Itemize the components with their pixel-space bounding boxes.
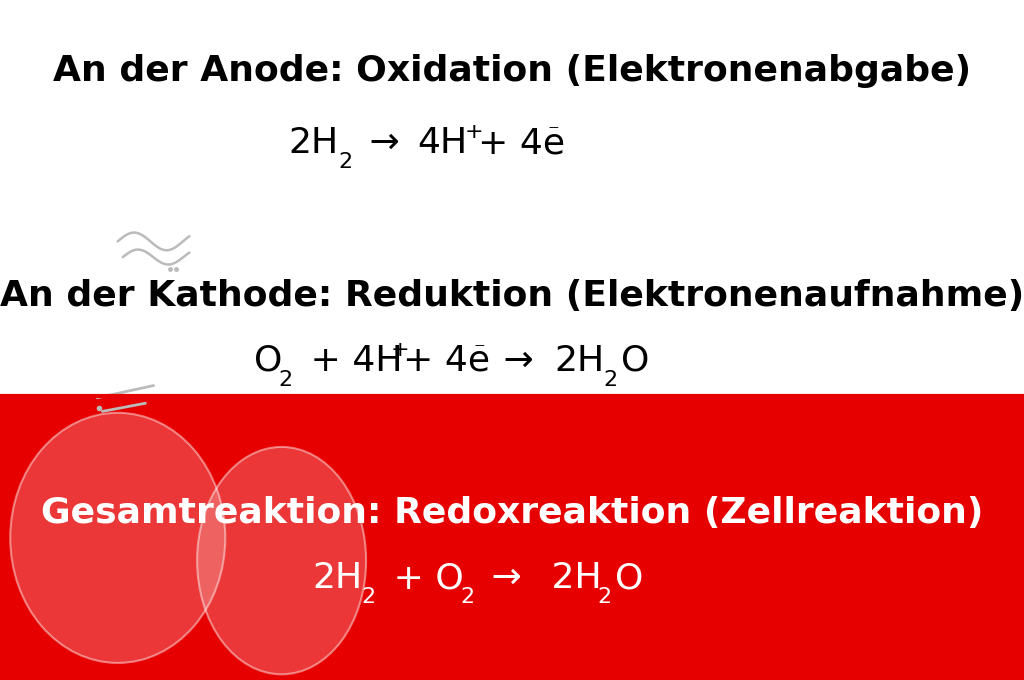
Text: 2H: 2H [540,561,601,595]
Text: 2: 2 [603,369,617,390]
Bar [0,396,1024,680]
Text: + O: + O [382,561,464,595]
Text: + 4e: + 4e [478,126,565,160]
Text: ⁻: ⁻ [473,339,484,360]
Text: An der Kathode: Reduktion (Elektronenaufnahme): An der Kathode: Reduktion (Elektronenauf… [0,279,1024,313]
Text: 2: 2 [338,152,352,172]
Text: →: → [492,343,534,377]
Text: 2H: 2H [312,561,362,595]
Text: +: + [390,339,409,360]
Text: →: → [358,126,400,160]
Text: + 4H: + 4H [299,343,402,377]
Text: 2: 2 [461,587,475,607]
Text: +: + [465,122,483,142]
Text: Gesamtreaktion: Redoxreaktion (Zellreaktion): Gesamtreaktion: Redoxreaktion (Zellreakt… [41,496,983,530]
Text: An der Anode: Oxidation (Elektronenabgabe): An der Anode: Oxidation (Elektronenabgab… [53,54,971,88]
Text: 2: 2 [597,587,611,607]
Text: 2H: 2H [554,343,604,377]
Text: 2H: 2H [289,126,339,160]
Text: O: O [254,343,283,377]
Text: →: → [480,561,522,595]
Text: 2: 2 [361,587,376,607]
Ellipse shape [10,413,225,663]
Text: O: O [615,561,644,595]
Text: 4H: 4H [417,126,467,160]
Text: O: O [621,343,649,377]
Text: ⁻: ⁻ [548,122,559,142]
Text: 2: 2 [279,369,293,390]
Text: + 4e: + 4e [403,343,490,377]
Ellipse shape [197,447,367,675]
